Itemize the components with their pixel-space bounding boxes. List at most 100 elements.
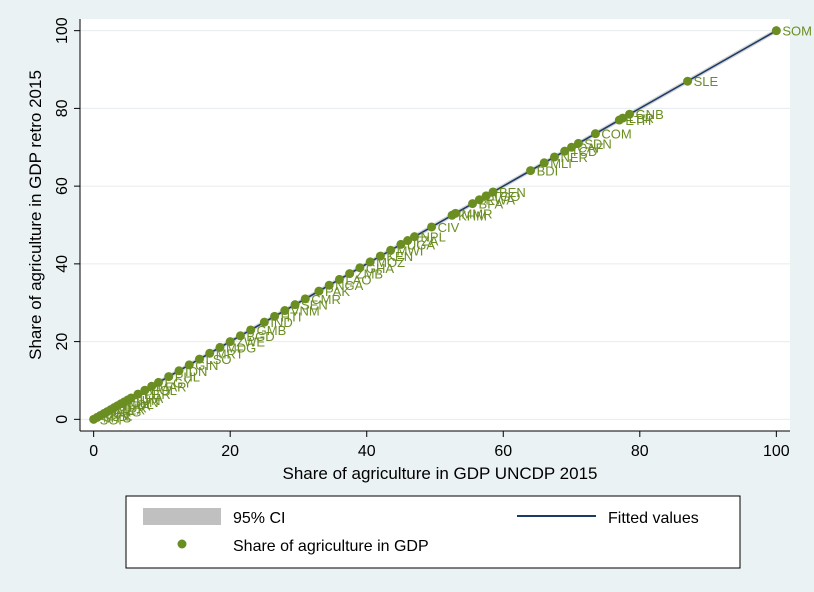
data-point	[334, 274, 344, 284]
y-tick-label: 80	[54, 99, 71, 117]
data-point	[246, 325, 256, 335]
data-point	[539, 158, 549, 168]
data-point-label: MEX	[117, 403, 146, 418]
data-point-label: MMR	[461, 206, 492, 221]
data-point	[403, 236, 413, 246]
data-point-label: BFA	[479, 197, 504, 212]
data-point-label: RWA	[485, 193, 515, 208]
data-point-label: MWI	[397, 243, 424, 258]
data-point-label: PHL	[175, 370, 200, 385]
x-axis-ticks: 0 20 40 60 80 100	[89, 431, 790, 460]
data-point-label: PAK	[325, 284, 350, 299]
data-point	[215, 342, 225, 352]
data-point	[618, 113, 628, 123]
y-tick-label: 100	[54, 17, 71, 44]
data-point	[133, 389, 143, 399]
y-tick-label: 20	[54, 333, 71, 351]
data-point-label: COM	[601, 127, 631, 142]
data-point-label: SDN	[584, 136, 611, 151]
legend-box	[125, 495, 741, 569]
data-point-label: TGO	[492, 189, 520, 204]
data-point-label: UGA	[407, 237, 436, 252]
data-point	[410, 232, 420, 242]
data-point-label: NGA	[335, 278, 364, 293]
data-point	[270, 311, 280, 321]
legend-marker-swatch	[177, 539, 187, 549]
data-point	[683, 76, 693, 86]
data-point-label: IND	[270, 315, 292, 330]
data-point	[560, 146, 570, 156]
data-point	[184, 360, 194, 370]
data-point	[355, 263, 365, 273]
data-point	[590, 129, 600, 139]
data-point-label: COL	[127, 397, 154, 412]
x-tick-label: 100	[763, 443, 790, 460]
data-point	[140, 385, 150, 395]
data-point-label: BGD	[246, 329, 274, 344]
y-tick-label: 60	[54, 177, 71, 195]
data-point-label: IDN	[185, 364, 207, 379]
data-point-label: ETH	[625, 113, 651, 128]
data-point	[194, 354, 204, 364]
data-point-label: LSO	[205, 352, 231, 367]
data-point	[488, 187, 498, 197]
gridlines	[80, 30, 790, 420]
data-point	[481, 191, 491, 201]
data-point-label: MYS	[103, 410, 132, 425]
scatter-points	[89, 26, 781, 424]
data-point	[375, 251, 385, 261]
data-point	[549, 152, 559, 162]
data-point-label: CMR	[311, 292, 341, 307]
data-point	[259, 317, 269, 327]
data-point-label: CAF	[578, 140, 604, 155]
data-point-label: GNB	[636, 107, 664, 122]
data-point-label: GHA	[366, 261, 395, 276]
data-point-label: MAR	[158, 379, 187, 394]
data-point-label: SEN	[301, 298, 328, 313]
data-point-label: CIV	[438, 220, 460, 235]
data-point-label: TZA	[414, 234, 439, 249]
data-point	[89, 414, 99, 424]
y-tick-label: 0	[54, 415, 71, 424]
data-point	[345, 269, 355, 279]
data-point	[625, 109, 635, 119]
x-tick-label: 0	[89, 443, 98, 460]
data-point-label: SLE	[694, 74, 719, 89]
data-point	[314, 286, 324, 296]
data-point-label: BEN	[499, 185, 526, 200]
data-point	[324, 280, 334, 290]
axes	[79, 19, 790, 432]
data-point-label: GMB	[257, 323, 287, 338]
data-point	[386, 245, 396, 255]
legend-marker-label: Share of agriculture in GDP	[233, 538, 429, 555]
data-point-label: NER	[560, 150, 587, 165]
data-point-label: MOZ	[376, 255, 405, 270]
data-point	[396, 239, 406, 249]
data-point-label: VNM	[291, 304, 320, 319]
y-axis-title: Share of agriculture in GDP retro 2015	[26, 70, 45, 360]
data-point-label: LBR	[629, 111, 654, 126]
data-point	[771, 26, 781, 36]
data-point-label: ZWE	[236, 335, 265, 350]
data-point-label: ZMB	[356, 267, 383, 282]
data-point	[225, 337, 235, 347]
data-point	[300, 294, 310, 304]
legend: 95% CI Fitted values Share of agricultur…	[125, 495, 741, 569]
data-point	[365, 257, 375, 267]
x-axis-title: Share of agriculture in GDP UNCDP 2015	[283, 464, 598, 483]
legend-ci-label: 95% CI	[233, 510, 285, 527]
data-point-label: BDI	[537, 164, 559, 179]
data-point-label: LAO	[345, 272, 371, 287]
data-point	[447, 210, 457, 220]
data-point	[164, 372, 174, 382]
x-tick-label: 60	[494, 443, 512, 460]
data-point-label: MDG	[226, 340, 256, 355]
x-tick-label: 40	[358, 443, 376, 460]
x-tick-label: 80	[631, 443, 649, 460]
legend-fitted-label: Fitted values	[608, 510, 699, 527]
data-point-label: KHM	[458, 208, 487, 223]
data-point-label: ZAF	[110, 407, 135, 422]
data-point	[474, 195, 484, 205]
data-point-label: SOM	[782, 24, 812, 39]
